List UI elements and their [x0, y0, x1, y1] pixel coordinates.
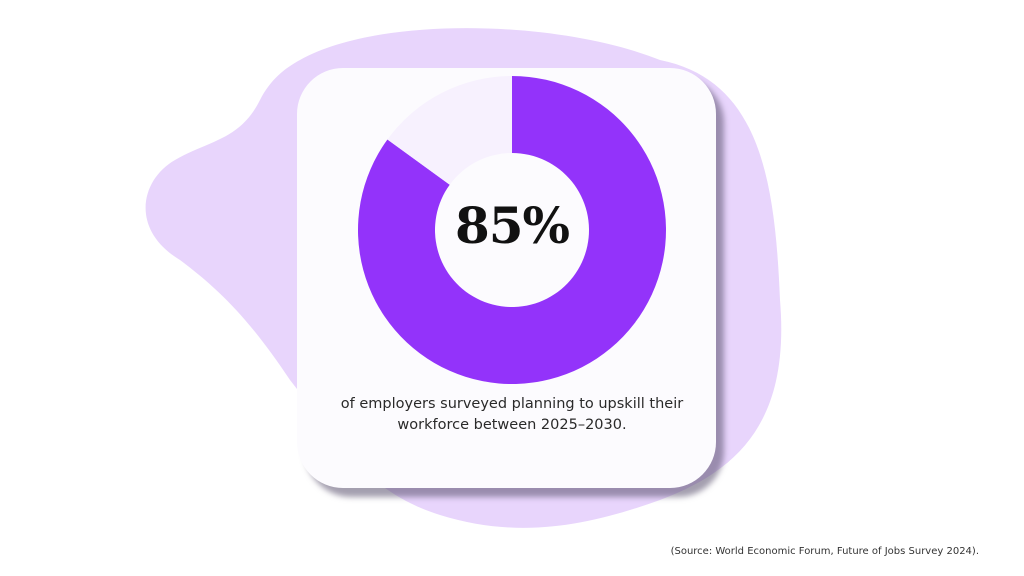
donut-slice-primary — [358, 76, 667, 384]
center-percentage: 85% — [454, 196, 570, 255]
caption-text: of employers surveyed planning to upskil… — [340, 396, 684, 433]
donut-slice-remainder — [387, 76, 512, 185]
source-note: (Source: World Economic Forum, Future of… — [670, 546, 979, 557]
